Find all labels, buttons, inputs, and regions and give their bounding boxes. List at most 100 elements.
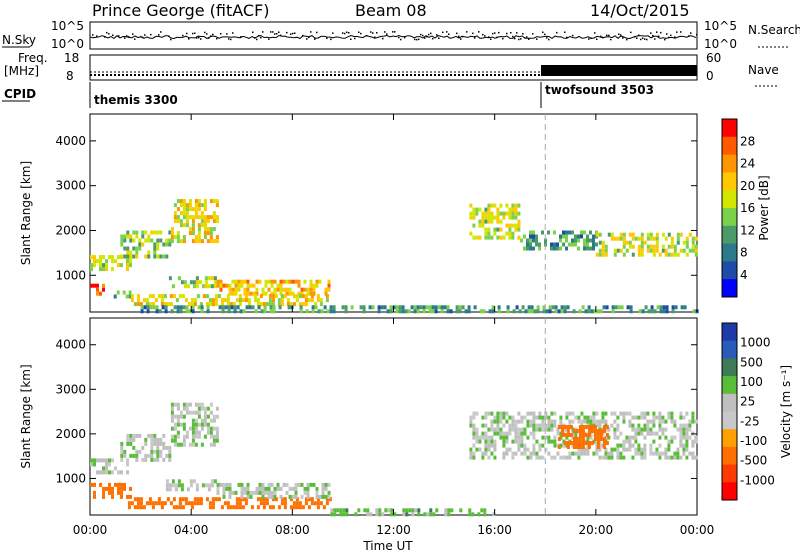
echo-cell [532, 443, 536, 448]
echo-cell [475, 439, 479, 444]
echo-cell [508, 215, 512, 220]
echo-cell [676, 427, 680, 432]
echo-cell [195, 284, 199, 289]
echo-cell [505, 231, 509, 236]
echo-cell [664, 447, 668, 452]
echo-cell [261, 287, 265, 292]
nsearch-dot [294, 32, 296, 34]
echo-cell [649, 419, 653, 424]
echo-cell [444, 508, 448, 513]
echo-cell [449, 309, 453, 314]
echo-cell [659, 309, 663, 314]
echo-cell [318, 279, 322, 284]
echo-cell [287, 305, 291, 310]
nave-point [474, 74, 476, 76]
echo-cell [126, 437, 130, 442]
echo-cell [265, 501, 269, 506]
echo-cell [271, 302, 275, 307]
echo-cell [191, 305, 195, 310]
echo-cell [637, 248, 641, 253]
echo-cell [300, 482, 304, 487]
echo-cell [93, 283, 96, 288]
echo-cell [514, 451, 518, 456]
echo-cell [176, 207, 180, 212]
echo-cell [646, 411, 650, 416]
echo-cell [523, 431, 527, 436]
echo-cell [652, 423, 656, 428]
echo-cell [120, 470, 123, 475]
echo-cell [560, 305, 564, 310]
echo-cell [176, 430, 180, 435]
echo-cell [637, 451, 641, 456]
echo-cell [235, 505, 239, 510]
echo-cell [622, 415, 626, 420]
echo-cell [294, 490, 298, 495]
echo-cell [316, 501, 320, 506]
echo-cell [646, 431, 650, 436]
echo-cell [90, 458, 93, 463]
colorbar-swatch [722, 190, 737, 209]
echo-cell [649, 451, 653, 456]
nsearch-dot [358, 31, 360, 33]
echo-cell [574, 234, 577, 239]
echo-cell [246, 490, 250, 495]
echo-cell [111, 494, 114, 499]
echo-cell [640, 451, 644, 456]
echo-cell [685, 439, 689, 444]
echo-cell [209, 430, 213, 435]
echo-cell [238, 497, 242, 502]
echo-cell [190, 298, 194, 303]
echo-cell [685, 431, 689, 436]
echo-cell [538, 246, 541, 251]
echo-cell [622, 419, 626, 424]
nsearch-dot [342, 32, 344, 34]
echo-cell [499, 203, 503, 208]
echo-cell [179, 309, 183, 314]
echo-cell [682, 435, 686, 440]
echo-cell [227, 305, 231, 310]
echo-cell [147, 453, 151, 458]
echo-cell [478, 439, 482, 444]
echo-cell [197, 223, 201, 228]
echo-cell [240, 279, 244, 284]
echo-cell [667, 439, 671, 444]
nsearch-dot [466, 31, 468, 33]
echo-cell [595, 242, 598, 247]
echo-cell [209, 199, 213, 204]
echo-cell [538, 443, 542, 448]
echo-cell [640, 240, 644, 245]
nsearch-dot [556, 31, 558, 34]
echo-cell [511, 235, 515, 240]
echo-cell [670, 415, 674, 420]
echo-cell [475, 447, 479, 452]
echo-cell [493, 227, 497, 232]
echo-cell [389, 309, 393, 314]
echo-cell [575, 445, 579, 449]
echo-cell [655, 447, 659, 452]
echo-cell [605, 425, 609, 429]
echo-cell [303, 279, 307, 284]
echo-cell [105, 263, 108, 268]
echo-cell [215, 215, 219, 220]
echo-cell [658, 435, 662, 440]
echo-cell [526, 419, 530, 424]
echo-cell [203, 227, 207, 232]
echo-cell [553, 246, 556, 251]
nave-point [98, 74, 100, 76]
echo-cell [214, 294, 218, 299]
echo-cell [193, 298, 197, 303]
nave-point [506, 74, 508, 76]
echo-cell [484, 435, 488, 440]
echo-cell [688, 427, 692, 432]
echo-cell [598, 447, 602, 452]
echo-cell [475, 211, 479, 216]
nsearch-dot [490, 38, 492, 40]
echo-cell [99, 255, 102, 260]
echo-cell [610, 451, 614, 456]
echo-cell [315, 490, 319, 495]
nsearch-dot [302, 34, 304, 37]
echo-cell [499, 411, 503, 416]
echo-cell [173, 426, 177, 431]
echo-cell [225, 283, 229, 288]
